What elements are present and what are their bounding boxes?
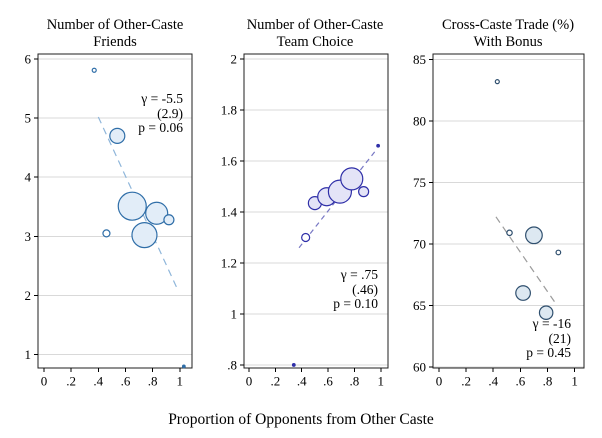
y-tick-label: 1.4 (220, 205, 237, 220)
y-tick-label: 1.8 (220, 103, 236, 118)
x-tick-label: .6 (515, 374, 525, 389)
panel-2-gamma-line: γ = .75 (340, 267, 378, 282)
data-bubble (357, 186, 369, 198)
data-bubble (494, 79, 500, 85)
y-tick-label: 6 (25, 52, 32, 67)
panel-2-title-line1: Number of Other-Caste (246, 17, 384, 33)
panel-1-se-line: (2.9) (157, 105, 183, 121)
panel-3-gamma-line: γ = -16 (532, 316, 571, 331)
trend-line (298, 150, 376, 249)
y-tick-label: 5 (25, 111, 32, 126)
y-tick-label: .8 (227, 357, 237, 372)
plot-border (37, 53, 193, 369)
x-tick-label: 0 (245, 374, 252, 389)
y-tick-label: 60 (413, 359, 426, 374)
data-bubble (102, 229, 111, 238)
panel-2-title: Number of Other-Caste Team Choice (210, 17, 420, 50)
data-bubble (538, 305, 554, 320)
x-tick-label: .6 (323, 374, 333, 389)
panel-3-plot-area: 60 65 70 75 80 85 0 .2 .4 .6 .8 1 (397, 48, 592, 398)
x-tick-label: 1 (571, 374, 578, 389)
data-bubble (339, 167, 363, 191)
data-bubble (181, 364, 186, 369)
data-bubble (91, 67, 97, 73)
data-bubble (131, 222, 158, 249)
panel-3-title-line1: Cross-Caste Trade (%) (441, 17, 575, 33)
data-bubble (515, 285, 531, 301)
data-bubble (555, 249, 562, 256)
panel-2-se-line: (.46) (352, 281, 378, 297)
panel-1-pvalue-line: p = 0.06 (138, 120, 183, 135)
x-tick-label: .2 (66, 374, 76, 389)
data-bubble (506, 229, 513, 237)
panel-plot-svg: .8 1 1.2 1.4 1.6 1.8 2 0 .2 .4 .6 .8 1 (220, 52, 388, 389)
x-tick-label: .6 (121, 374, 131, 389)
y-tick-label: 85 (413, 52, 426, 67)
y-tick-label: 4 (25, 170, 32, 185)
x-tick-label: 1 (377, 374, 384, 389)
x-tick-label: .8 (349, 374, 359, 389)
data-bubble (163, 214, 175, 226)
panel-2-pvalue-line: p = 0.10 (333, 296, 378, 311)
x-tick-label: 0 (436, 374, 443, 389)
y-tick-label: 2 (25, 288, 32, 303)
panel-1-regression-annotation: γ = -5.5 (2.9) p = 0.06 (138, 91, 183, 136)
y-tick-label: 1.6 (220, 154, 237, 169)
x-tick-label: .4 (488, 374, 498, 389)
data-bubble (525, 226, 543, 245)
y-tick-label: 1 (25, 347, 32, 362)
panel-1-title-line2: Friends (93, 33, 137, 50)
y-tick-label: 80 (413, 113, 426, 128)
y-tick-label: 70 (413, 236, 426, 251)
panel-2-regression-annotation: γ = .75 (.46) p = 0.10 (333, 267, 378, 312)
plot-border (432, 53, 585, 369)
trend-line (97, 116, 178, 289)
panel-3-se-line: (21) (548, 330, 572, 346)
panel-2-title-line2: Team Choice (276, 33, 354, 50)
data-bubble (291, 363, 296, 367)
y-tick-label: 65 (413, 298, 426, 313)
x-tick-label: .8 (543, 374, 553, 389)
x-tick-label: .2 (461, 374, 471, 389)
panel-3-title-line2: With Bonus (473, 33, 543, 50)
panel-3-regression-annotation: γ = -16 (21) p = 0.45 (526, 316, 572, 361)
x-tick-label: .2 (270, 374, 280, 389)
panel-3-title: Cross-Caste Trade (%) With Bonus (403, 17, 602, 50)
panel-1-title-line1: Number of Other-Caste (46, 17, 184, 33)
panel-plot-svg: 60 65 70 75 80 85 0 .2 .4 .6 .8 1 (413, 52, 585, 389)
x-tick-label: .8 (148, 374, 158, 389)
x-axis-title: Proportion of Opponents from Other Caste (168, 411, 434, 428)
y-tick-label: 1 (230, 306, 237, 321)
y-tick-label: 2 (230, 52, 237, 67)
plot-border (243, 53, 388, 369)
panel-2-plot-area: .8 1 1.2 1.4 1.6 1.8 2 0 .2 .4 .6 .8 1 (208, 48, 396, 398)
data-bubble (109, 127, 126, 144)
panel-1-gamma-line: γ = -5.5 (141, 91, 183, 106)
data-bubble (375, 143, 380, 148)
x-tick-label: 1 (177, 374, 184, 389)
data-bubble (300, 232, 310, 243)
y-tick-label: 1.2 (220, 255, 236, 270)
panel-1-plot-area: 1 2 3 4 5 6 0 .2 .4 .6 .8 1 (2, 48, 200, 398)
x-tick-label: .4 (296, 374, 306, 389)
panel-1-title: Number of Other-Caste Friends (10, 17, 220, 50)
panel-3-pvalue-line: p = 0.45 (526, 345, 571, 360)
y-tick-label: 75 (413, 175, 426, 190)
panel-plot-svg: 1 2 3 4 5 6 0 .2 .4 .6 .8 1 (25, 52, 193, 389)
y-tick-label: 3 (25, 229, 32, 244)
x-tick-label: 0 (41, 374, 48, 389)
data-bubble (117, 191, 147, 221)
x-tick-label: .4 (93, 374, 103, 389)
data-bubble (145, 201, 169, 225)
trend-line (495, 216, 558, 306)
